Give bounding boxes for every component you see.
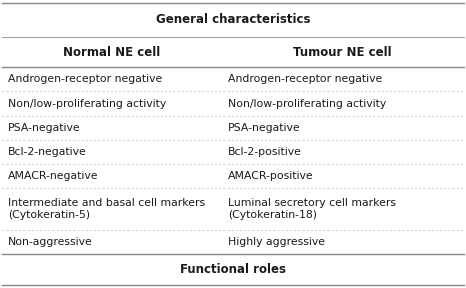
Text: Androgen-receptor negative: Androgen-receptor negative xyxy=(8,75,162,84)
Text: Tumour NE cell: Tumour NE cell xyxy=(293,46,392,58)
Text: Intermediate and basal cell markers
(Cytokeratin-5): Intermediate and basal cell markers (Cyt… xyxy=(8,198,205,220)
Text: Functional roles: Functional roles xyxy=(180,263,286,276)
Text: Non-aggressive: Non-aggressive xyxy=(8,237,93,247)
Text: AMACR-positive: AMACR-positive xyxy=(228,171,314,181)
Text: Normal NE cell: Normal NE cell xyxy=(63,46,160,58)
Text: Highly aggressive: Highly aggressive xyxy=(228,237,325,247)
Text: Bcl-2-positive: Bcl-2-positive xyxy=(228,147,302,157)
Text: AMACR-negative: AMACR-negative xyxy=(8,171,98,181)
Text: General characteristics: General characteristics xyxy=(156,13,310,26)
Text: PSA-negative: PSA-negative xyxy=(8,123,81,132)
Text: PSA-negative: PSA-negative xyxy=(228,123,301,132)
Text: Androgen-receptor negative: Androgen-receptor negative xyxy=(228,75,383,84)
Text: Non/low-proliferating activity: Non/low-proliferating activity xyxy=(8,98,166,109)
Text: Bcl-2-negative: Bcl-2-negative xyxy=(8,147,87,157)
Text: Non/low-proliferating activity: Non/low-proliferating activity xyxy=(228,98,387,109)
Text: Luminal secretory cell markers
(Cytokeratin-18): Luminal secretory cell markers (Cytokera… xyxy=(228,198,397,220)
